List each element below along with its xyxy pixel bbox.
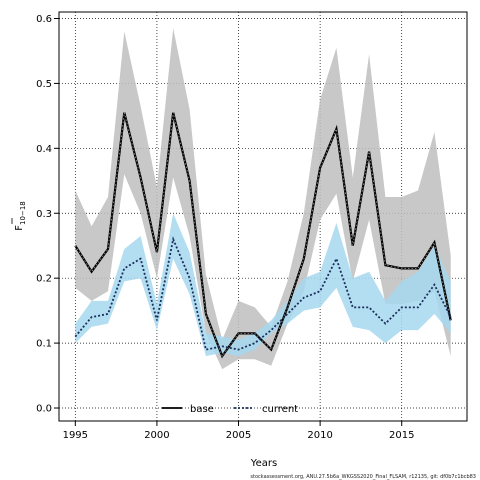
confidence-band-base [75, 28, 451, 370]
series-line-current [74, 236, 452, 351]
footer-text: stockassessment.org, ANU.27.5b6a_WKGSS20… [250, 474, 476, 480]
plot-frame [58, 11, 468, 422]
y-tick-label: 0.4 [36, 144, 52, 155]
x-tick-label: 2005 [226, 430, 251, 441]
legend: base current [162, 404, 298, 415]
series-line-base-overlay [74, 112, 452, 357]
confidence-band-current [75, 213, 451, 357]
x-tick-label: 2015 [389, 430, 414, 441]
y-tick-label: 0.2 [36, 274, 52, 285]
y-axis-label: F10−18 [11, 201, 27, 231]
y-tick-label: 0.0 [36, 404, 52, 415]
y-tick-label: 0.3 [36, 209, 52, 220]
x-tick-label: 2000 [144, 430, 169, 441]
y-axis-label-sub: 10−18 [19, 201, 27, 225]
legend-label-base: base [190, 404, 214, 415]
y-tick-label: 0.6 [36, 14, 52, 25]
y-axis-label-main: F [14, 225, 25, 231]
band-layer [75, 28, 451, 370]
tick-layer: 1995 2000 2005 2010 2015 0.0 0.1 0.2 0.3 0.4 0.5 0.… [36, 14, 414, 441]
x-tick-label: 1995 [63, 430, 88, 441]
y-tick-label: 0.5 [36, 79, 52, 90]
svg-text:F10−18: F10−18 [14, 201, 27, 230]
line-layer [74, 112, 452, 359]
y-tick-label: 0.1 [36, 339, 52, 350]
legend-label-current: current [262, 404, 298, 415]
x-tick-label: 2010 [307, 430, 332, 441]
x-axis-label: Years [250, 458, 277, 469]
